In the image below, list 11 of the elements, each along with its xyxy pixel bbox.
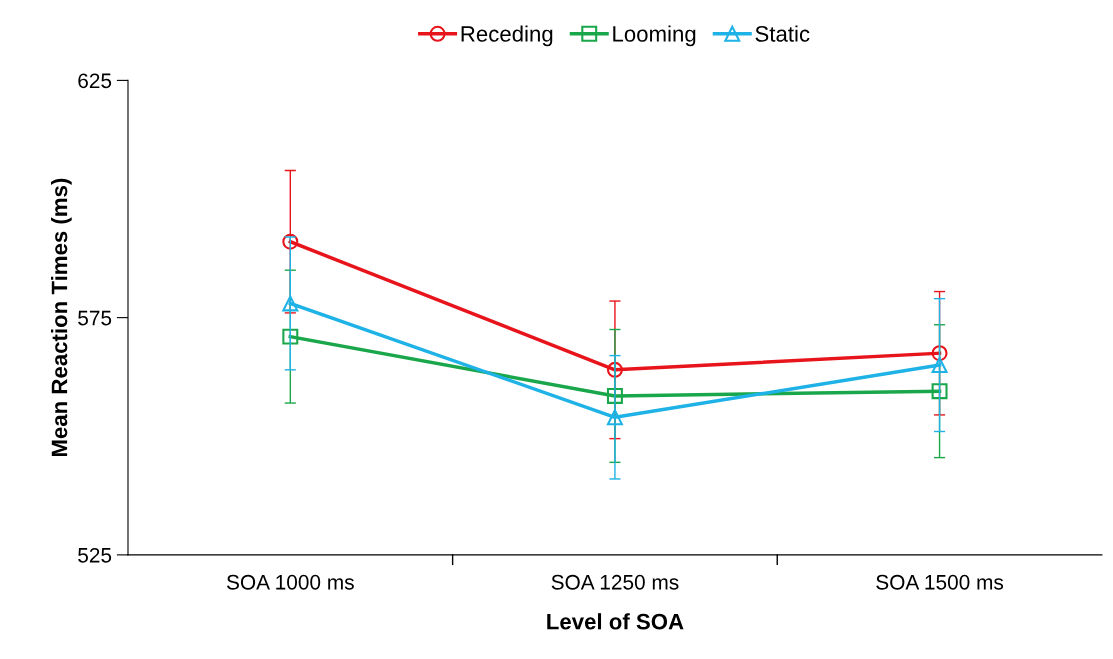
x-axis-title: Level of SOA <box>547 613 684 630</box>
y-axis-title: Mean Reaction Times (ms) <box>51 178 72 457</box>
x-tick-label: SOA 1250 ms <box>551 574 679 590</box>
legend-label: Looming <box>613 25 696 47</box>
y-tick-label: 625 <box>78 73 112 89</box>
legend-label: Receding <box>461 25 553 47</box>
legend-label: Static <box>755 25 810 42</box>
x-tick-label: SOA 1000 ms <box>226 574 354 590</box>
y-tick-label: 525 <box>78 547 112 563</box>
y-tick-label: 575 <box>78 310 112 326</box>
x-tick-label: SOA 1500 ms <box>876 574 1004 590</box>
